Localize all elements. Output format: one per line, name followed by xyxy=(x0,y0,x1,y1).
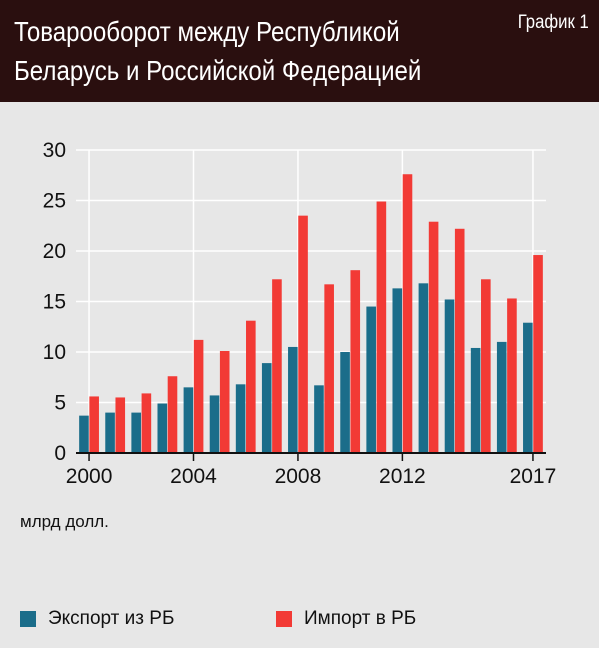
bar-export-2003 xyxy=(157,403,168,453)
figure-tag: График 1 xyxy=(517,12,589,33)
bar-export-2008 xyxy=(288,346,298,453)
bar-import-2010 xyxy=(350,270,361,453)
x-tick-label-2012: 2012 xyxy=(379,465,426,488)
bar-import-2004 xyxy=(193,339,204,453)
unit-label: млрд долл. xyxy=(20,512,109,531)
y-tick-label-25: 25 xyxy=(43,190,66,213)
bar-export-2002 xyxy=(131,412,141,453)
bar-export-2014 xyxy=(444,299,455,453)
bar-import-2005 xyxy=(219,350,230,453)
y-tick-label-30: 30 xyxy=(43,139,66,162)
bar-import-2009 xyxy=(324,284,334,453)
bar-export-2011 xyxy=(366,306,376,453)
legend-label-import: Импорт в РБ xyxy=(304,608,417,629)
bar-import-2003 xyxy=(167,376,178,453)
bar-export-2013 xyxy=(418,283,429,453)
bar-export-2010 xyxy=(340,352,350,453)
y-tick-label-20: 20 xyxy=(43,240,66,263)
bar-export-2015 xyxy=(470,347,481,453)
x-axis-ticks: 2000 2004 2008 2012 2017 xyxy=(66,453,557,488)
bar-export-2017 xyxy=(523,322,533,453)
chart-title-line-2: Беларусь и Российской Федерацией xyxy=(14,55,422,86)
x-tick-label-2004: 2004 xyxy=(170,465,217,488)
grid-lines xyxy=(76,149,546,453)
chart-title: Товарооборот между Республикой Беларусь … xyxy=(14,12,422,90)
legend-item-export: Экспорт из РБ xyxy=(20,608,174,630)
bar-import-2013 xyxy=(428,221,439,453)
bar-export-2012 xyxy=(392,288,403,453)
header-bar: Товарооборот между Республикой Беларусь … xyxy=(0,0,599,102)
bar-export-2007 xyxy=(261,363,272,453)
y-axis-ticks: 0 5 10 15 20 25 30 xyxy=(43,139,66,465)
bars xyxy=(79,174,543,454)
bar-export-2001 xyxy=(105,412,115,453)
x-tick-label-2000: 2000 xyxy=(66,465,113,488)
bar-import-2007 xyxy=(272,279,282,453)
bar-import-2006 xyxy=(246,320,256,453)
legend-swatch-export xyxy=(20,611,36,627)
bar-export-2005 xyxy=(209,395,220,453)
bar-export-2000 xyxy=(79,415,89,453)
chart-title-line-1: Товарооборот между Республикой xyxy=(14,16,400,47)
bar-import-2012 xyxy=(402,174,413,454)
y-tick-label-0: 0 xyxy=(54,442,66,465)
bar-export-2006 xyxy=(235,384,246,453)
bar-import-2016 xyxy=(507,298,517,453)
bar-export-2004 xyxy=(183,387,194,453)
y-tick-label-15: 15 xyxy=(43,291,66,314)
legend-item-import: Импорт в РБ xyxy=(276,608,416,630)
bar-import-2011 xyxy=(376,201,387,453)
bar-import-2014 xyxy=(454,228,465,453)
bar-import-2017 xyxy=(533,255,543,453)
bar-import-2000 xyxy=(89,396,99,453)
x-tick-label-2008: 2008 xyxy=(275,465,322,488)
bar-import-2008 xyxy=(298,215,308,453)
bar-import-2002 xyxy=(141,393,152,453)
y-tick-label-10: 10 xyxy=(43,341,66,364)
bar-import-2015 xyxy=(481,279,491,453)
legend: Экспорт из РБ Импорт в РБ xyxy=(0,600,599,640)
bar-export-2009 xyxy=(314,385,324,453)
y-tick-label-5: 5 xyxy=(54,392,66,415)
x-tick-label-2017: 2017 xyxy=(510,465,557,488)
bar-import-2001 xyxy=(115,397,126,453)
bar-export-2016 xyxy=(496,341,507,453)
legend-swatch-import xyxy=(276,611,292,627)
legend-label-export: Экспорт из РБ xyxy=(48,608,175,629)
